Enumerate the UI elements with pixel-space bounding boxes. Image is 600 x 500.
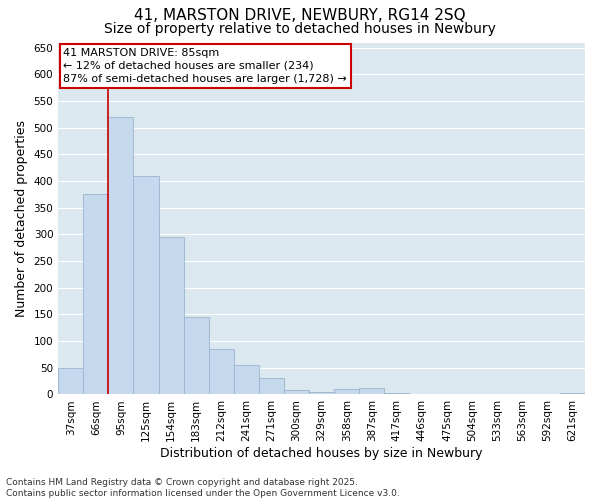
Text: Size of property relative to detached houses in Newbury: Size of property relative to detached ho… [104, 22, 496, 36]
Y-axis label: Number of detached properties: Number of detached properties [15, 120, 28, 317]
Bar [109, 117, 133, 394]
Bar [234, 365, 259, 394]
Bar [58, 368, 83, 394]
Bar [83, 194, 109, 394]
Text: Contains HM Land Registry data © Crown copyright and database right 2025.
Contai: Contains HM Land Registry data © Crown c… [6, 478, 400, 498]
Bar [259, 378, 284, 394]
Bar [309, 392, 334, 394]
X-axis label: Distribution of detached houses by size in Newbury: Distribution of detached houses by size … [160, 447, 483, 460]
Bar [334, 389, 359, 394]
Bar [133, 176, 158, 394]
Bar [359, 388, 385, 394]
Text: 41 MARSTON DRIVE: 85sqm
← 12% of detached houses are smaller (234)
87% of semi-d: 41 MARSTON DRIVE: 85sqm ← 12% of detache… [64, 48, 347, 84]
Bar [209, 349, 234, 395]
Text: 41, MARSTON DRIVE, NEWBURY, RG14 2SQ: 41, MARSTON DRIVE, NEWBURY, RG14 2SQ [134, 8, 466, 22]
Bar [284, 390, 309, 394]
Bar [158, 237, 184, 394]
Bar [184, 317, 209, 394]
